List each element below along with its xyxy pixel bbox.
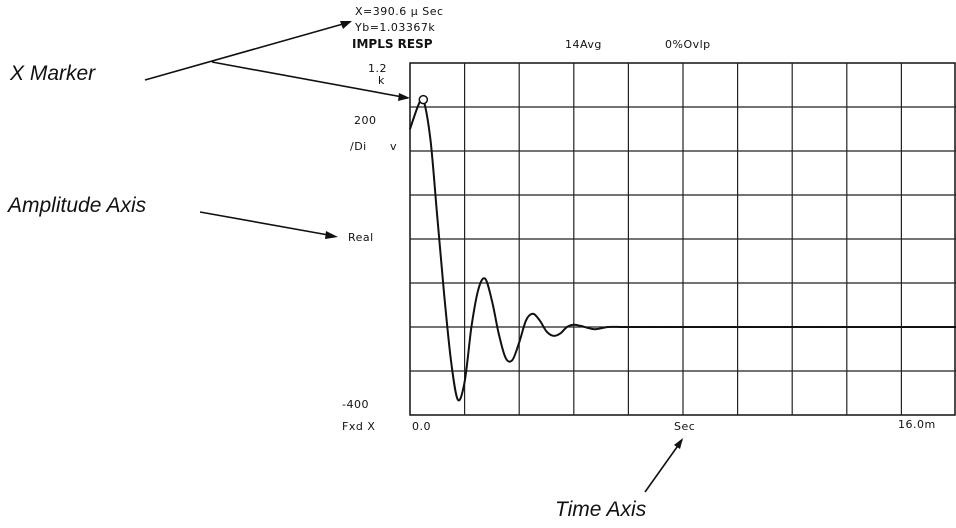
y-scale-unit: v [390, 140, 397, 153]
x-marker-arrowhead-readout [340, 21, 352, 29]
trace-point [497, 332, 500, 335]
x-marker-arrowhead-trace [398, 93, 410, 101]
time-axis-arrow [644, 439, 683, 493]
measurement-label: IMPLS RESP [352, 37, 433, 51]
trace-point [716, 326, 718, 328]
trace-point [648, 326, 650, 328]
y-top-unit: k [378, 74, 385, 87]
trace-point [450, 359, 452, 361]
y-mode-label: Real [348, 231, 374, 244]
trace-point [436, 216, 439, 218]
trace-point [532, 313, 534, 315]
trace-point [573, 324, 575, 326]
y-ref-value: 200 [354, 114, 377, 127]
trace-point [579, 325, 582, 327]
marker-y-readout: Yb=1.03367k [354, 21, 435, 34]
trace-point [818, 326, 821, 328]
trace-point [559, 332, 561, 335]
x-marker-point[interactable] [418, 94, 429, 105]
trace-point [886, 326, 889, 328]
trace-point [484, 277, 486, 280]
trace-point [634, 326, 637, 328]
callout-arrowheads [325, 21, 683, 449]
trace-point [456, 398, 459, 401]
x-unit-label: Sec [674, 420, 695, 433]
x-start-value: 0.0 [412, 420, 431, 433]
x-mode-label: Fxd X [342, 420, 375, 433]
trace-point [538, 319, 541, 322]
trace-point [665, 326, 667, 328]
trace-point [518, 341, 520, 344]
time-axis-callout: Time Axis [555, 498, 647, 521]
x-marker-arrow-to-readout [144, 21, 351, 81]
x-end-value: 16.0m [898, 418, 936, 431]
amplitude-arrowhead [325, 231, 338, 239]
y-top-value: 1.2 [368, 62, 387, 75]
trace-point [607, 326, 609, 328]
trace-point [620, 326, 623, 328]
trace-point [552, 335, 555, 337]
amplitude-arrow [199, 211, 335, 237]
trace-point [429, 139, 432, 141]
average-count: 14Avg [565, 38, 602, 51]
trace-point [463, 381, 466, 383]
y-bottom-value: -400 [342, 398, 369, 411]
trace-point [682, 326, 684, 328]
callout-arrows [144, 21, 683, 493]
trace-group [409, 94, 956, 402]
y-scale-label: /Di [350, 140, 367, 153]
trace-point [593, 328, 596, 331]
trace-point [470, 326, 473, 328]
x-marker-callout: X Marker [9, 62, 96, 85]
trace-point [545, 330, 548, 333]
overlap-percent: 0%Ovlp [665, 38, 711, 51]
trace-point [491, 299, 493, 302]
marker-x-readout: X=390.6 μ Sec [355, 5, 444, 18]
trace-point [566, 326, 568, 328]
trace-point [525, 319, 527, 322]
plot-grid [409, 62, 956, 416]
trace-point [409, 128, 411, 130]
trace-point [417, 104, 420, 106]
trace-point [504, 357, 507, 359]
trace-point [443, 293, 445, 295]
trace-point [477, 288, 480, 291]
trace-point [511, 359, 514, 361]
x-marker-arrow-to-trace [211, 61, 409, 99]
time-axis-arrowhead [674, 438, 683, 449]
amplitude-axis-callout: Amplitude Axis [6, 194, 147, 217]
trace-point [750, 326, 753, 328]
